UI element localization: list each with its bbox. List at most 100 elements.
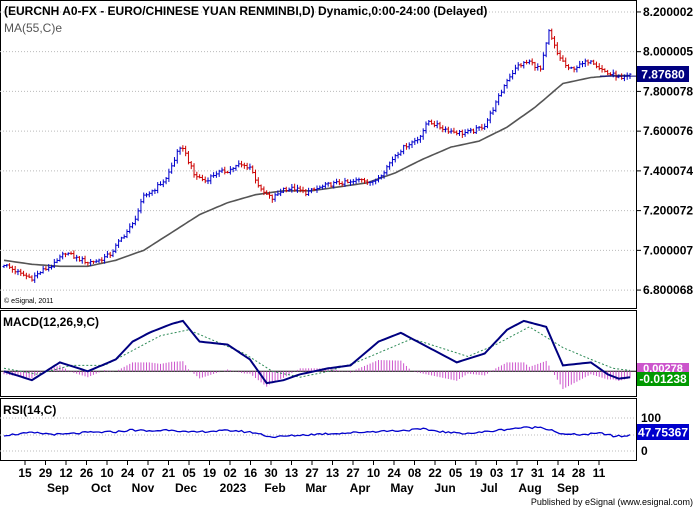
candle [385, 164, 389, 176]
candle [159, 181, 162, 186]
candle [178, 146, 182, 155]
price-tick-label: 7.200072 [643, 204, 693, 218]
candle [354, 177, 358, 184]
candle [340, 181, 344, 187]
candle [13, 266, 17, 275]
rsi-tick-label: 0 [641, 444, 648, 458]
candle [564, 57, 568, 68]
candle [600, 65, 604, 73]
macd-value-label: -0.01238 [639, 372, 687, 386]
month-label: Apr [350, 481, 371, 495]
candle [186, 150, 190, 165]
candle [569, 66, 573, 69]
candle [97, 258, 101, 264]
candle [50, 264, 54, 270]
candle [36, 270, 40, 279]
candle [147, 191, 151, 198]
price-tick-label: 8.000005 [643, 45, 693, 59]
candle [376, 175, 380, 183]
candle [295, 184, 299, 193]
candle [483, 123, 487, 131]
candle [117, 239, 121, 248]
candle [469, 127, 473, 134]
candle [184, 145, 188, 157]
candle [351, 178, 355, 185]
date-tick-label: 03 [490, 466, 504, 480]
rsi-value-label: 47.75367 [638, 426, 688, 440]
candle [561, 55, 565, 62]
candle [382, 170, 386, 179]
candle [170, 162, 174, 174]
candle [572, 66, 576, 73]
candle [287, 187, 291, 192]
candle [592, 59, 596, 65]
price-tick-label: 7.800078 [643, 84, 693, 98]
candle [108, 251, 112, 258]
candle [315, 185, 319, 193]
candle [66, 252, 70, 256]
date-tick-label: 07 [141, 466, 155, 480]
candle [416, 136, 420, 144]
date-tick-label: 10 [367, 466, 381, 480]
candle [16, 268, 20, 276]
candle [332, 180, 336, 189]
candle [413, 137, 417, 145]
candle [508, 73, 512, 82]
candle [267, 191, 271, 199]
candle [198, 174, 202, 179]
rsi-line [3, 425, 631, 439]
month-label: Jul [480, 481, 497, 495]
candle [544, 42, 548, 58]
candle [58, 254, 62, 262]
candle [371, 180, 375, 186]
candle [446, 126, 450, 134]
candle [547, 29, 551, 45]
candle [463, 129, 467, 137]
macd-line [3, 319, 631, 385]
candle [597, 63, 601, 71]
candle [290, 183, 294, 193]
candle [100, 257, 104, 264]
candle [301, 186, 305, 194]
candle [181, 145, 185, 152]
candle [228, 166, 232, 175]
candle [460, 129, 464, 138]
candle [203, 176, 207, 184]
candle [281, 187, 285, 194]
candle [578, 60, 582, 69]
candle [298, 185, 302, 193]
candle [458, 129, 462, 136]
candle [558, 50, 562, 61]
date-tick-label: 14 [551, 466, 565, 480]
candle [284, 186, 288, 193]
candle [265, 190, 269, 196]
candle [47, 264, 51, 272]
grid-layer [0, 11, 636, 291]
candle [550, 28, 554, 40]
candle [477, 125, 481, 131]
candle [363, 177, 367, 184]
candle [192, 163, 196, 178]
candle [357, 177, 361, 183]
axis-layer: 8.200002 8.000005 7.800078 7.600076 7.400074… [18, 5, 693, 495]
candle [404, 143, 408, 150]
candle [586, 59, 590, 66]
macd-layer [0, 319, 636, 390]
candle [226, 170, 230, 174]
candle [522, 61, 526, 69]
candle [349, 179, 353, 186]
candle [231, 167, 235, 173]
month-label: Oct [91, 481, 111, 495]
macd-value-box: -0.01238 [637, 372, 689, 386]
candle [480, 123, 484, 131]
candle [527, 59, 531, 65]
candle [142, 192, 146, 204]
candle [318, 185, 322, 190]
copyright-label: © eSignal, 2011 [4, 297, 54, 305]
candle [474, 125, 478, 134]
candle [525, 59, 529, 65]
candle [119, 236, 123, 243]
candle [390, 156, 394, 167]
date-tick-label: 13 [326, 466, 340, 480]
